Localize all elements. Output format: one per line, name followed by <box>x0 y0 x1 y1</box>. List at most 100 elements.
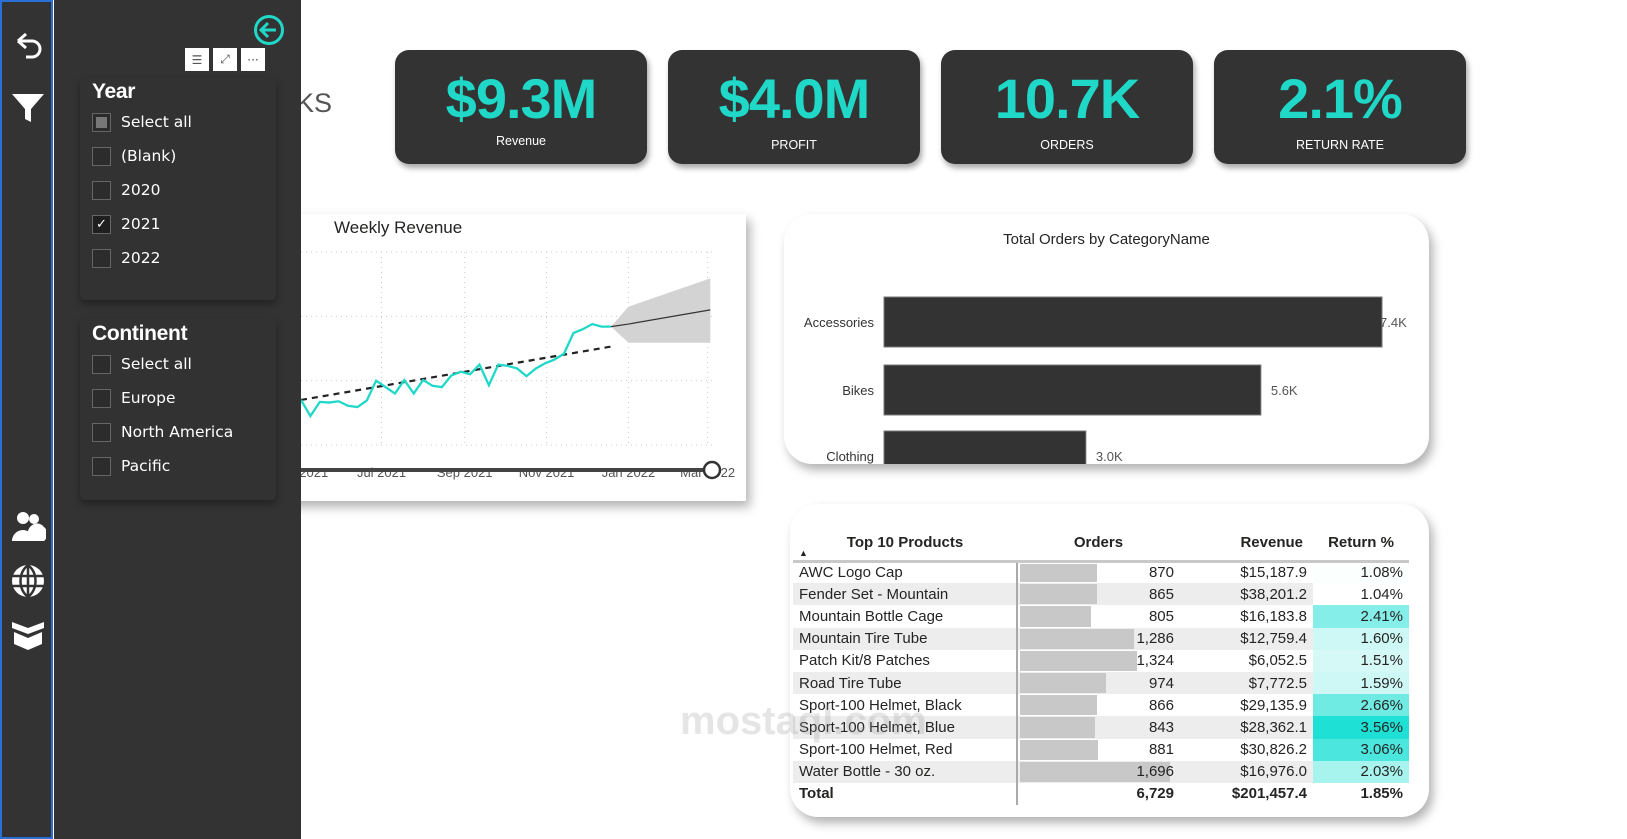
column-header-return[interactable]: Return % <box>1313 526 1409 563</box>
checkbox[interactable] <box>92 180 111 200</box>
continent-option-pacific[interactable]: Pacific <box>92 454 170 478</box>
year-option-2021[interactable]: ✓ 2021 <box>92 212 160 236</box>
total-label: Total <box>793 782 1018 806</box>
report-title: KS <box>296 88 333 118</box>
option-label: Europe <box>121 389 176 407</box>
kpi-card-revenue: $9.3M Revenue <box>395 50 647 164</box>
kpi-value: 2.1% <box>1278 67 1403 130</box>
bar-accessories[interactable] <box>883 296 1383 348</box>
table-row[interactable]: AWC Logo Cap 870 $15,187.9 1.08% <box>793 561 1409 584</box>
checkmark-icon: ✓ <box>96 216 107 232</box>
box-icon[interactable] <box>10 616 46 652</box>
cell-return: 2.66% <box>1313 694 1409 717</box>
table-row[interactable]: Patch Kit/8 Patches 1,324 $6,052.5 1.51% <box>793 649 1409 672</box>
table-row[interactable]: Mountain Bottle Cage 805 $16,183.8 2.41% <box>793 605 1409 628</box>
filter-icon[interactable] <box>10 90 46 126</box>
header-label: Top 10 Products <box>846 534 964 552</box>
table-row[interactable]: Sport-100 Helmet, Blue 843 $28,362.1 3.56% <box>793 716 1409 739</box>
checkbox[interactable] <box>92 354 111 374</box>
table-row[interactable]: Fender Set - Mountain 865 $38,201.2 1.04% <box>793 583 1409 606</box>
orders-data-bar <box>1020 695 1097 716</box>
watermark: mostaql.com <box>680 699 927 743</box>
kpi-value: $9.3M <box>445 67 598 130</box>
orders-by-category-chart: Total Orders by CategoryName Accessories… <box>784 214 1429 464</box>
kpi-label: PROFIT <box>771 138 817 152</box>
orders-value: 866 <box>1148 696 1174 714</box>
year-option-select-all[interactable]: Select all <box>92 110 192 134</box>
orders-value: 870 <box>1148 564 1174 582</box>
cell-revenue: $15,187.9 <box>1240 564 1307 582</box>
kpi-label: ORDERS <box>1040 138 1094 152</box>
more-options-icon[interactable]: ··· <box>241 48 265 71</box>
cell-product: AWC Logo Cap <box>793 561 1018 584</box>
cell-revenue: $12,759.4 <box>1180 627 1313 650</box>
year-option-2020[interactable]: 2020 <box>92 178 160 202</box>
checkbox[interactable] <box>92 146 111 166</box>
checkbox[interactable] <box>92 422 111 442</box>
option-label: 2020 <box>121 181 161 199</box>
cell-return: 1.51% <box>1313 649 1409 672</box>
left-nav-bar <box>0 0 53 839</box>
revenue-series-line <box>300 322 612 419</box>
cell-orders: 805 <box>1016 605 1180 628</box>
checkbox[interactable] <box>92 388 111 408</box>
cell-return: 2.41% <box>1313 605 1409 628</box>
table-row[interactable]: Water Bottle - 30 oz. 1,696 $16,976.0 2.03% <box>793 760 1409 783</box>
year-slicer-title: Year <box>92 80 136 103</box>
year-option-2022[interactable]: 2022 <box>92 246 160 270</box>
table-total-row: Total 6,729 $201,457.4 1.85% <box>793 782 1409 806</box>
date-range-slider-handle[interactable] <box>702 460 722 480</box>
data-label: 5.6K <box>1271 383 1298 398</box>
bar-bikes[interactable] <box>883 364 1262 416</box>
kpi-value: 10.7K <box>994 67 1140 130</box>
filter-lines-icon[interactable]: ☰ <box>185 48 209 71</box>
continent-option-europe[interactable]: Europe <box>92 386 176 410</box>
checkbox-partial[interactable] <box>92 112 111 132</box>
continent-option-north-america[interactable]: North America <box>92 420 233 444</box>
orders-data-bar <box>1020 563 1097 583</box>
arrow-left-circle-icon[interactable] <box>253 14 285 46</box>
cell-product: Patch Kit/8 Patches <box>793 649 1018 672</box>
cell-product: Sport-100 Helmet, Blue <box>793 716 1018 739</box>
column-header-orders[interactable]: Orders <box>1017 526 1180 563</box>
column-header-revenue[interactable]: Revenue <box>1180 526 1313 563</box>
focus-mode-icon[interactable]: ⤢ <box>213 48 237 71</box>
chart-title: Weekly Revenue <box>334 218 463 237</box>
table-row[interactable]: Road Tire Tube 974 $7,772.5 1.59% <box>793 671 1409 695</box>
data-label: 7.4K <box>1380 315 1407 330</box>
continent-option-select-all[interactable]: Select all <box>92 352 192 376</box>
customers-icon[interactable] <box>10 509 46 545</box>
kpi-card-orders: 10.7K ORDERS <box>941 50 1193 164</box>
cell-revenue: $16,976.0 <box>1180 760 1313 783</box>
orders-data-bar <box>1020 628 1134 649</box>
globe-icon[interactable] <box>10 563 46 599</box>
chart-title: Total Orders by CategoryName <box>1003 231 1210 248</box>
category-label: Bikes <box>842 383 874 398</box>
checkbox-checked[interactable]: ✓ <box>92 214 111 234</box>
cell-return: 1.08% <box>1313 561 1409 584</box>
cell-return: 2.03% <box>1313 760 1409 783</box>
orders-value: 1,286 <box>1136 630 1174 648</box>
checkbox[interactable] <box>92 248 111 268</box>
category-label: Accessories <box>804 315 875 330</box>
table-row[interactable]: Sport-100 Helmet, Black 866 $29,135.9 2.66% <box>793 694 1409 717</box>
cell-product: Water Bottle - 30 oz. <box>793 760 1018 783</box>
option-label: 2022 <box>121 249 161 267</box>
sort-ascending-icon[interactable]: ▲ <box>799 547 808 558</box>
table-row[interactable]: Sport-100 Helmet, Red 881 $30,826.2 3.06% <box>793 738 1409 761</box>
column-header-product[interactable]: Top 10 Products ▲ <box>793 526 1017 563</box>
x-tick-label: Sep 2021 <box>437 465 493 480</box>
undo-icon[interactable] <box>10 28 46 64</box>
cell-product: Road Tire Tube <box>793 671 1018 695</box>
bar-clothing[interactable] <box>883 430 1087 464</box>
option-label: Select all <box>121 355 192 373</box>
cell-return: 1.60% <box>1313 627 1409 650</box>
total-revenue: $201,457.4 <box>1231 785 1307 803</box>
year-option-blank[interactable]: (Blank) <box>92 144 176 168</box>
table-row[interactable]: Mountain Tire Tube 1,286 $12,759.4 1.60% <box>793 627 1409 650</box>
cell-return: 1.59% <box>1313 671 1409 695</box>
option-label: Select all <box>121 113 192 131</box>
checkbox[interactable] <box>92 456 111 476</box>
top-products-table-card: mostaql.com Top 10 Products ▲ Orders Reve… <box>680 504 1429 817</box>
